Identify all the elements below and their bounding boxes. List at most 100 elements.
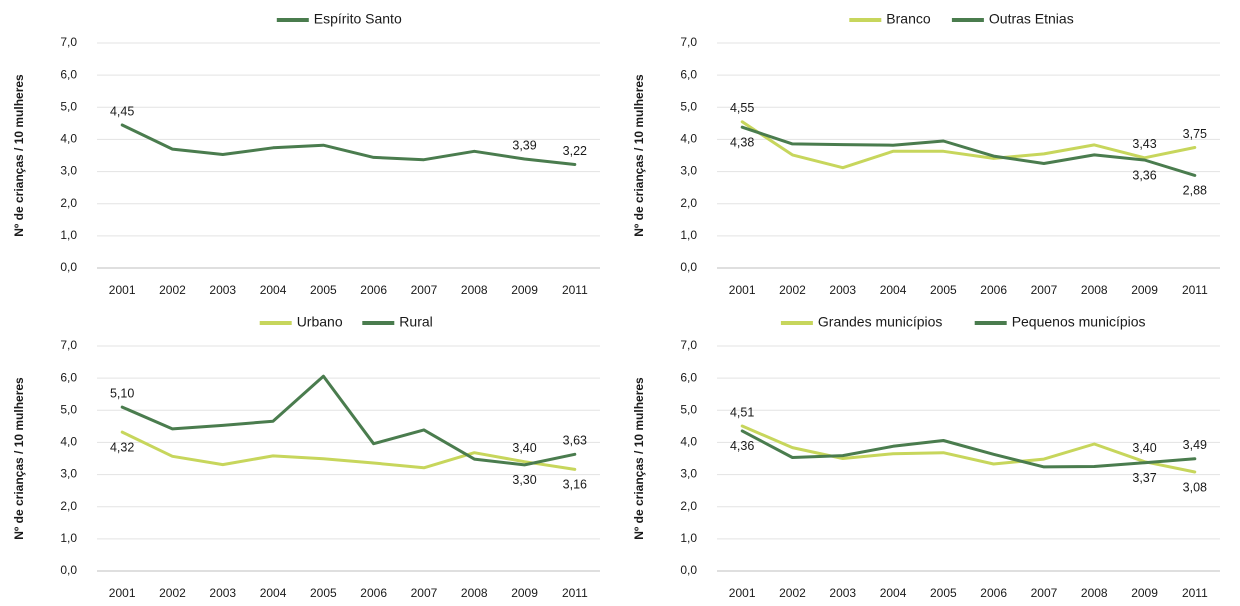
data-label-pequenos-municipios: 4,36 xyxy=(730,439,754,453)
y-tick-label: 1,0 xyxy=(60,228,77,242)
chart-espirito-santo: Nº de crianças / 10 mulheres 0,0 1,0 2,0 3,0… xyxy=(0,0,620,303)
y-tick-label: 7,0 xyxy=(60,338,77,352)
y-tick-label: 3,0 xyxy=(680,467,697,481)
chart-etnia: Nº de crianças / 10 mulheres 0,0 1,0 2,0 3,0… xyxy=(620,0,1240,303)
chart-municipios: Nº de crianças / 10 mulheres 0,0 1,0 2,0 3,0… xyxy=(620,303,1240,606)
legend-label-grandes-municipios: Grandes municípios xyxy=(818,314,943,330)
x-tick-label: 2005 xyxy=(930,283,957,297)
y-tick-label: 6,0 xyxy=(60,370,77,384)
x-tick-label: 2011 xyxy=(1182,283,1208,297)
y-tick-label: 3,0 xyxy=(60,467,77,481)
data-label-urbano: 3,16 xyxy=(563,478,587,492)
data-label-rural: 3,30 xyxy=(512,473,536,487)
data-label-grandes-municipios: 3,08 xyxy=(1183,480,1207,494)
legend: Branco Outras Etnias xyxy=(849,11,1074,27)
x-tick-label: 2004 xyxy=(260,283,287,297)
data-label-outras-etnias: 4,38 xyxy=(730,136,754,150)
x-tick-label: 2004 xyxy=(880,586,907,600)
y-tick-label: 3,0 xyxy=(680,164,697,178)
y-tick-label: 7,0 xyxy=(680,338,697,352)
y-tick-label: 7,0 xyxy=(60,35,77,49)
x-tick-label: 2008 xyxy=(1081,283,1108,297)
data-label-branco: 3,75 xyxy=(1183,127,1207,141)
y-tick-label: 5,0 xyxy=(60,402,77,416)
legend: Urbano Rural xyxy=(259,314,433,330)
series-line-urbano xyxy=(120,430,577,471)
x-tick-label: 2009 xyxy=(1131,283,1158,297)
x-tick-label: 2001 xyxy=(109,586,136,600)
data-label-pequenos-municipios: 3,37 xyxy=(1132,471,1156,485)
y-tick-label: 1,0 xyxy=(680,228,697,242)
x-tick-label: 2005 xyxy=(310,283,337,297)
y-axis-title: Nº de crianças / 10 mulheres xyxy=(12,74,26,237)
x-tick-label: 2006 xyxy=(980,586,1007,600)
legend-label-outras-etnias: Outras Etnias xyxy=(989,11,1074,27)
x-tick-label: 2008 xyxy=(461,586,488,600)
chart-urbano-rural-svg: Nº de crianças / 10 mulheres 0,0 1,0 2,0 3,0… xyxy=(12,314,600,600)
data-label-outras-etnias: 3,36 xyxy=(1132,168,1156,182)
data-label-branco: 4,55 xyxy=(730,101,754,115)
data-label-grandes-municipios: 4,51 xyxy=(730,405,754,419)
y-tick-label: 1,0 xyxy=(60,531,77,545)
x-tick-label: 2008 xyxy=(1081,586,1108,600)
series-line-branco xyxy=(740,120,1197,170)
x-tick-label: 2006 xyxy=(360,586,387,600)
data-label-espirito-santo: 4,45 xyxy=(110,104,134,118)
y-tick-label: 6,0 xyxy=(60,67,77,81)
series-line-pequenos-municipios xyxy=(740,429,1197,469)
legend-label-espirito-santo: Espírito Santo xyxy=(314,11,402,27)
y-tick-label: 4,0 xyxy=(680,435,697,449)
y-tick-label: 5,0 xyxy=(60,99,77,113)
x-tick-label: 2004 xyxy=(260,586,287,600)
data-label-pequenos-municipios: 3,49 xyxy=(1183,438,1207,452)
data-label-outras-etnias: 2,88 xyxy=(1183,184,1207,198)
y-axis-title: Nº de crianças / 10 mulheres xyxy=(632,377,646,540)
data-label-rural: 3,63 xyxy=(563,434,587,448)
data-label-grandes-municipios: 3,40 xyxy=(1132,441,1156,455)
y-axis-title: Nº de crianças / 10 mulheres xyxy=(12,377,26,540)
data-label-espirito-santo: 3,22 xyxy=(563,144,587,158)
x-tick-label: 2002 xyxy=(779,586,806,600)
x-tick-label: 2011 xyxy=(562,283,588,297)
series-line-grandes-municipios xyxy=(740,424,1197,474)
chart-espirito-santo-svg: Nº de crianças / 10 mulheres 0,0 1,0 2,0 3,0… xyxy=(12,11,600,297)
x-tick-label: 2003 xyxy=(829,586,856,600)
x-tick-label: 2008 xyxy=(461,283,488,297)
legend: Espírito Santo xyxy=(276,11,402,27)
y-tick-label: 2,0 xyxy=(680,196,697,210)
chart-urbano-rural: Nº de crianças / 10 mulheres 0,0 1,0 2,0 3,0… xyxy=(0,303,620,606)
x-tick-label: 2003 xyxy=(209,586,236,600)
y-tick-label: 2,0 xyxy=(60,499,77,513)
x-tick-label: 2007 xyxy=(411,283,438,297)
x-tick-label: 2011 xyxy=(1182,586,1208,600)
y-tick-label: 4,0 xyxy=(60,435,77,449)
x-tick-label: 2007 xyxy=(1031,283,1058,297)
x-tick-label: 2001 xyxy=(729,586,756,600)
data-label-rural: 5,10 xyxy=(110,386,134,400)
data-label-branco: 3,43 xyxy=(1132,137,1156,151)
y-tick-label: 4,0 xyxy=(680,132,697,146)
y-tick-label: 5,0 xyxy=(680,99,697,113)
y-tick-label: 3,0 xyxy=(60,164,77,178)
x-tick-label: 2005 xyxy=(310,586,337,600)
x-tick-label: 2001 xyxy=(729,283,756,297)
x-tick-label: 2007 xyxy=(1031,586,1058,600)
legend-label-branco: Branco xyxy=(886,11,931,27)
legend-label-pequenos-municipios: Pequenos municípios xyxy=(1012,314,1146,330)
y-axis-title: Nº de crianças / 10 mulheres xyxy=(632,74,646,237)
y-tick-label: 0,0 xyxy=(680,260,697,274)
chart-municipios-svg: Nº de crianças / 10 mulheres 0,0 1,0 2,0 3,0… xyxy=(632,314,1220,600)
y-tick-label: 6,0 xyxy=(680,370,697,384)
y-tick-label: 2,0 xyxy=(680,499,697,513)
legend-label-urbano: Urbano xyxy=(297,314,343,330)
y-tick-label: 0,0 xyxy=(60,260,77,274)
series-line-outras-etnias xyxy=(740,125,1197,177)
x-tick-label: 2001 xyxy=(109,283,136,297)
data-label-urbano: 3,40 xyxy=(512,441,536,455)
x-tick-label: 2003 xyxy=(209,283,236,297)
y-tick-label: 5,0 xyxy=(680,402,697,416)
x-tick-label: 2007 xyxy=(411,586,438,600)
data-label-espirito-santo: 3,39 xyxy=(512,138,536,152)
x-tick-label: 2003 xyxy=(829,283,856,297)
y-tick-label: 0,0 xyxy=(680,563,697,577)
